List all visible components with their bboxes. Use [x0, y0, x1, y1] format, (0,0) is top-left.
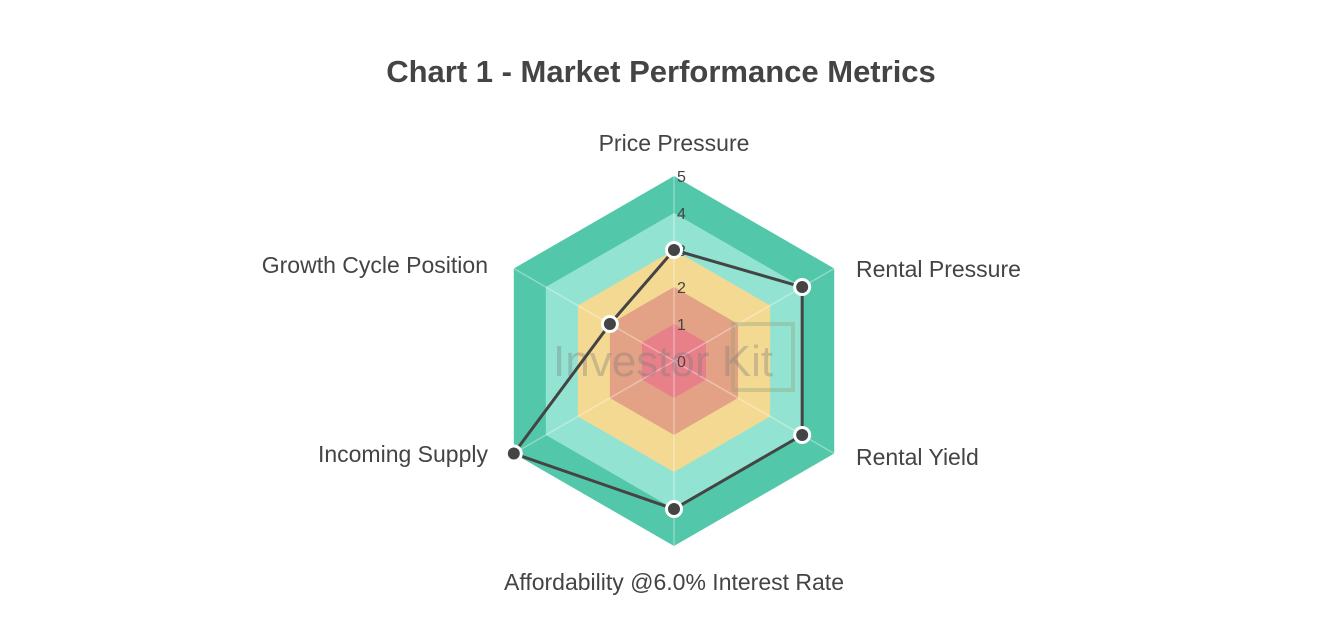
watermark-box — [731, 322, 795, 392]
axis-label: Price Pressure — [599, 130, 750, 156]
radar-bands — [513, 176, 835, 546]
axis-label: Rental Pressure — [856, 256, 1021, 282]
data-point[interactable] — [793, 278, 812, 296]
data-series — [504, 241, 812, 518]
axis-label: Affordability @6.0% Interest Rate — [504, 569, 844, 595]
spoke — [513, 267, 675, 362]
watermark: Investor Kit — [553, 322, 795, 392]
tick-label: 2 — [677, 280, 686, 297]
band-1 — [641, 324, 707, 398]
tick-label: 5 — [677, 169, 686, 186]
tick-label: 1 — [677, 317, 686, 334]
spoke — [513, 360, 675, 455]
axis-label: Rental Yield — [856, 444, 979, 470]
data-point[interactable] — [600, 315, 619, 333]
data-point[interactable] — [504, 444, 523, 463]
tick-label: 4 — [677, 206, 686, 223]
tick-label: 0 — [677, 354, 686, 371]
chart-title: Chart 1 - Market Performance Metrics — [386, 54, 936, 89]
axis-label: Growth Cycle Position — [262, 252, 488, 278]
data-point[interactable] — [665, 241, 683, 259]
data-point[interactable] — [793, 426, 812, 444]
watermark-text: Investor Kit — [553, 337, 773, 386]
data-point[interactable] — [665, 500, 683, 518]
axis-label: Incoming Supply — [318, 441, 489, 467]
axis-labels: Price Pressure Rental Pressure Rental Yiel… — [262, 130, 1021, 595]
